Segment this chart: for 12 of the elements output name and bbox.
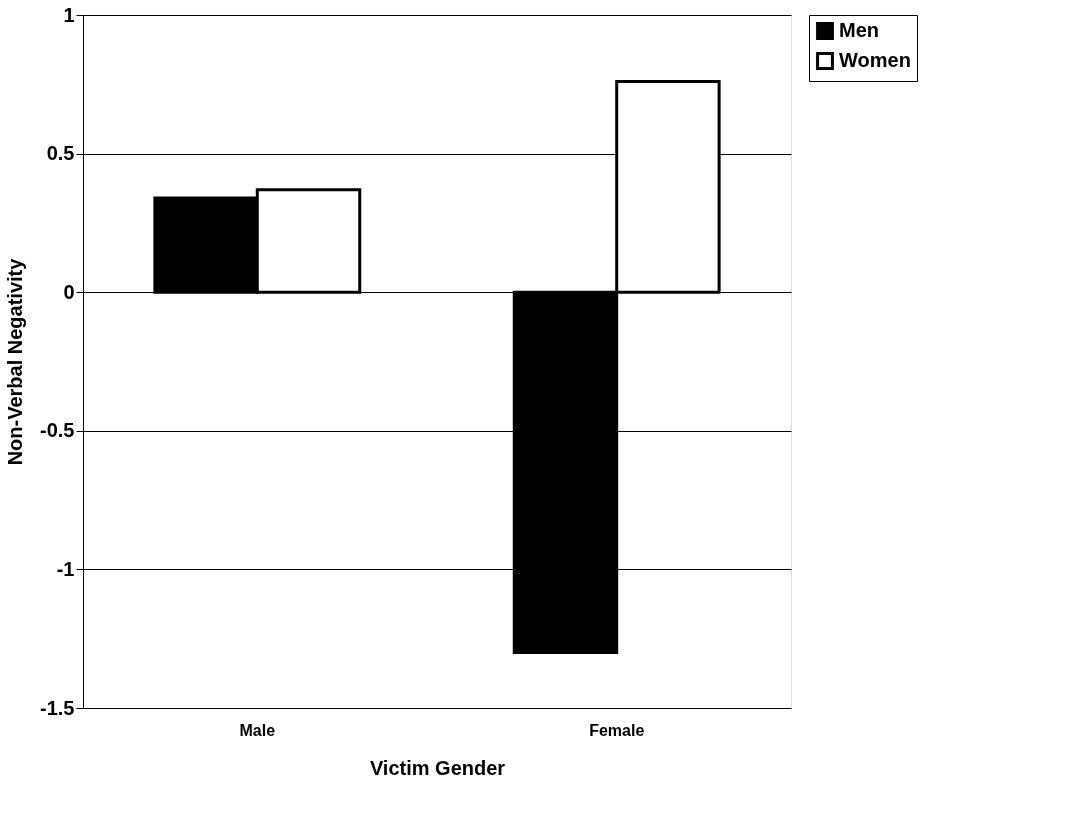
- x-tick-label: Male: [239, 721, 276, 739]
- y-axis-title: Non-Verbal Negativity: [4, 257, 27, 466]
- y-tick-label: -1.5: [40, 696, 75, 719]
- x-axis-title: Victim Gender: [369, 756, 506, 779]
- y-tick-label: -1: [56, 557, 75, 580]
- y-tick-label: -0.5: [40, 419, 75, 442]
- y-tick-label: 1: [63, 3, 75, 26]
- legend-label: Women: [839, 49, 911, 71]
- x-tick-label: Female: [589, 721, 645, 739]
- legend-label: Men: [839, 19, 879, 41]
- y-tick-label: 0: [63, 280, 75, 303]
- y-tick-label: 0.5: [46, 142, 75, 165]
